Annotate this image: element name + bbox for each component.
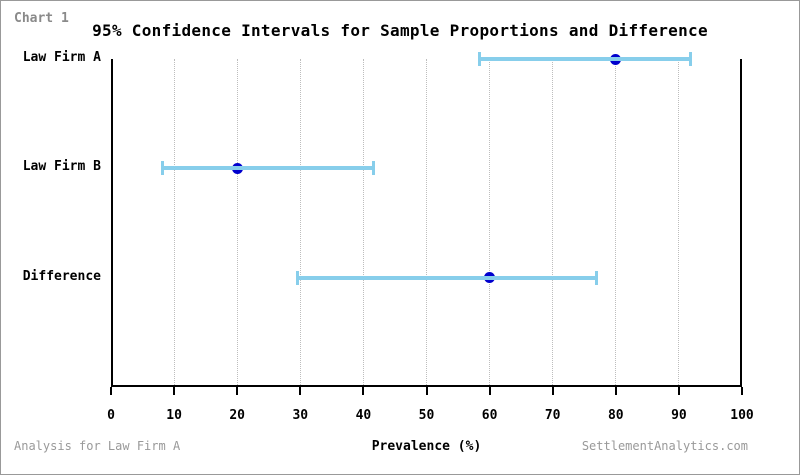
ci-cap-high-0	[689, 52, 693, 66]
x-tick-70	[551, 387, 554, 395]
y-axis-line	[111, 59, 113, 387]
ci-bar-1	[162, 166, 374, 171]
x-tick-40	[362, 387, 365, 395]
x-tick-80	[614, 387, 617, 395]
x-tick-label-40: 40	[355, 408, 372, 423]
x-tick-label-80: 80	[607, 408, 624, 423]
plot-area	[110, 52, 743, 395]
ci-cap-low-0	[478, 52, 481, 66]
gridline-20	[236, 59, 238, 385]
x-tick-label-100: 100	[730, 408, 754, 423]
gridline-40	[362, 59, 364, 385]
gridline-60	[489, 59, 491, 385]
x-tick-30	[299, 387, 302, 395]
x-tick-label-90: 90	[671, 408, 687, 423]
x-axis-line	[111, 385, 742, 387]
chart-number-label: Chart 1	[14, 11, 69, 26]
x-tick-20	[236, 387, 239, 395]
gridline-70	[552, 59, 554, 385]
x-tick-label-0: 0	[107, 408, 115, 423]
x-tick-label-30: 30	[292, 408, 309, 423]
category-label-2: Difference	[22, 268, 101, 284]
analysis-footnote: Analysis for Law Firm A	[14, 439, 181, 453]
ci-cap-high-2	[594, 270, 598, 285]
gridline-30	[299, 59, 301, 385]
x-tick-label-10: 10	[166, 408, 182, 423]
brand-watermark: SettlementAnalytics.com	[581, 439, 748, 453]
category-label-0: Law Firm A	[22, 50, 101, 65]
x-tick-label-20: 20	[229, 408, 246, 423]
ci-cap-low-1	[160, 161, 164, 176]
x-tick-10	[173, 387, 176, 395]
gridline-10	[173, 59, 175, 385]
category-label-1: Law Firm B	[22, 159, 101, 175]
x-tick-label-60: 60	[481, 408, 498, 423]
ci-cap-low-2	[295, 270, 299, 285]
gridline-80	[615, 59, 617, 385]
chart-title: 95% Confidence Intervals for Sample Prop…	[92, 21, 708, 40]
x-tick-50	[425, 387, 428, 395]
gridline-90	[678, 59, 680, 385]
x-tick-label-70: 70	[544, 408, 561, 423]
gridline-50	[426, 59, 427, 385]
x-tick-90	[677, 387, 680, 395]
x-tick-0	[110, 387, 112, 395]
ci-bar-2	[297, 275, 597, 280]
x-tick-60	[488, 387, 491, 395]
ci-bar-0	[479, 57, 691, 61]
x-tick-100	[741, 387, 743, 395]
right-axis-line	[740, 59, 742, 387]
x-axis-title: Prevalence (%)	[371, 439, 482, 454]
ci-cap-high-1	[371, 161, 375, 176]
x-tick-label-50: 50	[418, 408, 435, 423]
